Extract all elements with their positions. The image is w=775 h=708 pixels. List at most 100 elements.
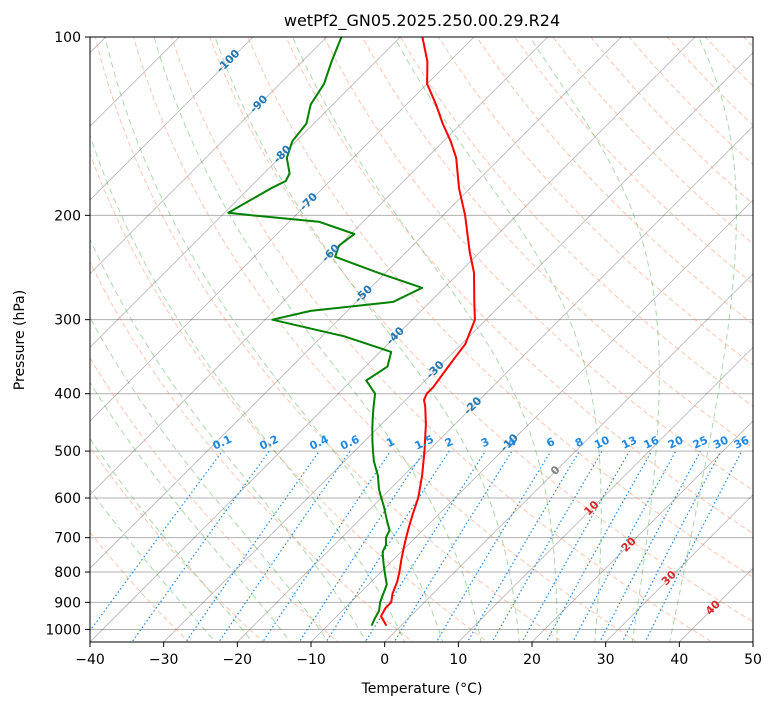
- chart-title: wetPf2_GN05.2025.250.00.29.R24: [284, 11, 560, 31]
- y-tick-label: 400: [54, 387, 81, 403]
- mixing-ratio-line: [364, 450, 486, 642]
- moist-adiabat-line: [153, 37, 482, 642]
- moist-adiabat-line: [90, 133, 406, 642]
- isotherm-line: [605, 494, 753, 642]
- isotherm-line: [310, 199, 753, 642]
- isotherm-label: 40: [703, 597, 723, 617]
- mixing-ratio-label: 1.5: [413, 433, 436, 453]
- mixing-ratio-line: [218, 450, 351, 642]
- x-tick-label: 20: [523, 652, 541, 668]
- isotherm-label: -50: [352, 282, 375, 305]
- x-tick-label: 50: [744, 652, 762, 668]
- y-tick-label: 900: [54, 595, 81, 611]
- dry-adiabat-line: [94, 37, 564, 642]
- isotherm-line: [90, 37, 180, 127]
- dry-adiabat-line: [590, 37, 753, 205]
- isotherm-line: [236, 125, 753, 642]
- mixing-ratio-line: [466, 450, 580, 642]
- y-tick-label: 800: [54, 565, 81, 581]
- isotherm-line: [163, 52, 753, 642]
- mixing-ratio-label: 1: [384, 435, 396, 450]
- moist-adiabat-line: [669, 37, 737, 642]
- moist-adiabat-line: [90, 238, 367, 642]
- mixing-ratio-line: [621, 450, 722, 642]
- moist-adiabat-line: [393, 37, 602, 642]
- y-tick-label: 500: [54, 444, 81, 460]
- y-tick-label: 600: [54, 491, 81, 507]
- dry-adiabat-line: [476, 37, 753, 325]
- moist-adiabat-line: [90, 381, 291, 642]
- moist-adiabat-line: [292, 37, 558, 642]
- mixing-ratio-label: 13: [620, 434, 639, 452]
- mixing-ratio-label: 0.6: [338, 433, 361, 453]
- mixing-ratio-labels: 0.1 0.2 0.4 0.6 1 1.5 2 3 4 6 8 10 13 16 20 25 30 36: [211, 433, 752, 453]
- dry-adiabat-line: [90, 356, 339, 642]
- isotherm-line: [0, 10, 59, 654]
- y-axis: 1000 900 800 700 600 500 400 300 200 100: [45, 30, 90, 638]
- isotherm-label: -90: [247, 92, 270, 115]
- mixing-ratio-line: [644, 450, 743, 642]
- dry-adiabat-line: [90, 260, 414, 642]
- dry-adiabat-line: [399, 37, 753, 407]
- moist-adiabat-line: [90, 316, 329, 642]
- dry-adiabat-line: [755, 10, 775, 654]
- y-tick-label: 700: [54, 531, 81, 547]
- mixing-ratio-label: 20: [666, 433, 686, 451]
- x-tick-label: −20: [223, 652, 253, 668]
- isotherm-line: [90, 37, 254, 201]
- moist-adiabat-line: [214, 37, 520, 642]
- mixing-ratio-line: [262, 450, 392, 642]
- mixing-ratio-line: [393, 450, 513, 642]
- mixing-ratio-line: [599, 450, 702, 642]
- mixing-ratio-label: 36: [732, 433, 752, 451]
- isotherm-line: [90, 37, 549, 496]
- mixing-ratio-line: [325, 450, 450, 642]
- mixing-ratio-line: [298, 450, 425, 642]
- isotherm-label: 0: [548, 463, 563, 478]
- mixing-ratio-label: 25: [691, 434, 710, 452]
- dry-adiabat-line: [514, 37, 753, 285]
- mixing-ratio-label: 16: [642, 433, 662, 451]
- moist-adiabat-line: [90, 488, 216, 642]
- mixing-ratio-label: 30: [711, 433, 731, 451]
- mixing-ratio-label: 0.1: [211, 433, 234, 453]
- sounding-profiles: [227, 37, 476, 627]
- plot-frame: [89, 36, 754, 643]
- x-tick-label: −40: [75, 652, 105, 668]
- mixing-ratio-line: [185, 450, 320, 642]
- dry-adiabat-line: [90, 531, 190, 642]
- dry-adiabat-line: [742, 37, 753, 48]
- isotherm-line: [90, 37, 475, 422]
- isotherm-label: 10: [581, 498, 601, 518]
- isotherm-line: [90, 37, 696, 642]
- moist-adiabat-line: [529, 37, 660, 642]
- isotherm-line: [531, 420, 753, 642]
- dry-adiabat-line: [209, 37, 753, 623]
- x-tick-label: 0: [380, 652, 389, 668]
- isotherm-line: [752, 641, 753, 642]
- temperature-profile-line: [380, 37, 476, 627]
- x-tick-label: 40: [670, 652, 688, 668]
- mixing-ratio-label: 2: [443, 435, 455, 450]
- mixing-ratio-label: 0.2: [257, 433, 280, 453]
- isotherm-line: [678, 567, 753, 642]
- x-tick-label: −10: [296, 652, 326, 668]
- dry-adiabat-line: [628, 37, 753, 166]
- dry-adiabat-line: [170, 37, 713, 642]
- isotherm-line: [457, 346, 753, 642]
- moist-adiabat-line: [104, 37, 444, 642]
- x-tick-label: 10: [449, 652, 467, 668]
- dry-adiabat-line: [285, 37, 753, 535]
- mixing-ratio-line: [545, 450, 653, 642]
- isotherm-line: [90, 37, 401, 348]
- isotherm-label: -20: [461, 394, 484, 417]
- y-tick-label: 200: [54, 208, 81, 224]
- x-tick-label: 30: [597, 652, 615, 668]
- mixing-ratio-label: 10: [592, 433, 612, 451]
- isotherm-label: 30: [659, 568, 679, 588]
- isotherm-line: [90, 37, 328, 275]
- mixing-ratio-label: 6: [544, 435, 557, 450]
- y-tick-label: 1000: [45, 622, 81, 638]
